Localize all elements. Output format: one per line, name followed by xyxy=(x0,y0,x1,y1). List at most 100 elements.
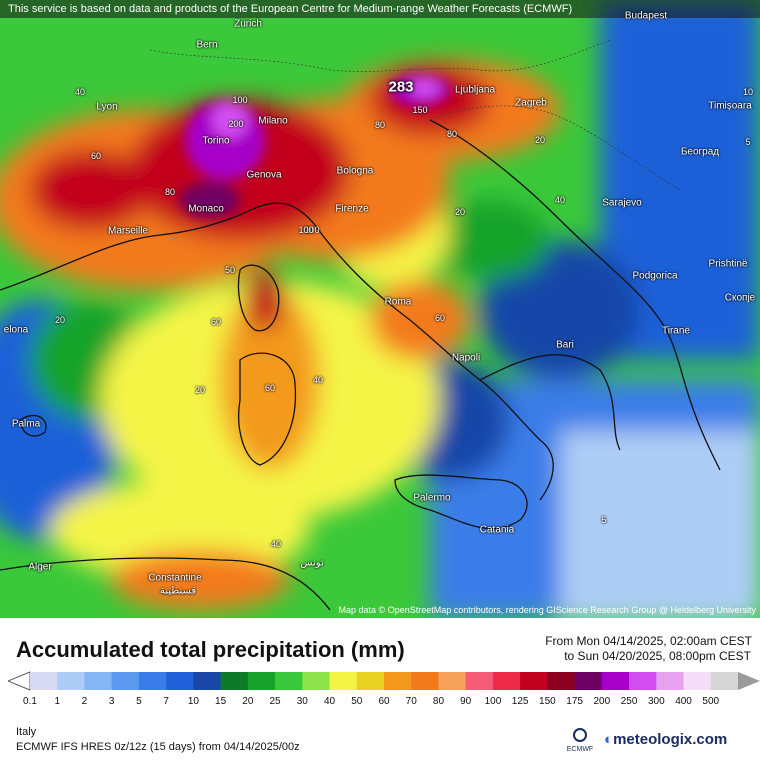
contour-value: 40 xyxy=(312,375,324,385)
model-info: ECMWF IFS HRES 0z/12z (15 days) from 04/… xyxy=(16,741,300,753)
color-scale-tick: 100 xyxy=(484,696,502,707)
contour-value: 100 xyxy=(232,95,248,105)
city-label: Budapest xyxy=(624,10,668,22)
city-label: Milano xyxy=(258,115,288,127)
color-scale-tick: 15 xyxy=(215,696,227,707)
city-label: Скопје xyxy=(724,292,756,304)
city-label: Bari xyxy=(556,339,574,351)
contour-value: 20 xyxy=(194,385,206,395)
color-scale-tick: 7 xyxy=(163,696,169,707)
city-label: تونس xyxy=(300,557,324,569)
contour-value: 150 xyxy=(412,105,428,115)
color-scale-swatch xyxy=(193,672,222,690)
city-label: Lyon xyxy=(96,101,118,113)
color-scale-tick: 90 xyxy=(460,696,472,707)
contour-value: 80 xyxy=(446,129,458,139)
color-scale-tick: 0.1 xyxy=(23,696,37,707)
color-scale-swatch xyxy=(438,672,467,690)
ecmwf-notice: This service is based on data and produc… xyxy=(0,0,760,18)
color-scale-tick: 30 xyxy=(296,696,308,707)
color-scale-swatch xyxy=(302,672,331,690)
color-scale-swatch xyxy=(492,672,521,690)
contour-value: 60 xyxy=(264,383,276,393)
city-label: Prishtinë xyxy=(708,258,748,270)
city-label: Timișoara xyxy=(708,100,752,112)
color-scale-tick: 150 xyxy=(539,696,556,707)
city-label: Sarajevo xyxy=(602,197,642,209)
color-scale-swatch xyxy=(411,672,439,690)
contour-value: 80 xyxy=(374,120,386,130)
city-label: Napoli xyxy=(451,352,481,364)
color-scale-swatch xyxy=(601,672,630,690)
color-scale-swatch xyxy=(465,672,494,690)
color-scale-max-arrow xyxy=(738,672,760,690)
city-label: Torino xyxy=(202,135,230,147)
color-scale-tick: 60 xyxy=(378,696,390,707)
contour-value: 80 xyxy=(164,187,176,197)
city-label: Podgorica xyxy=(632,270,678,282)
color-scale-swatch xyxy=(166,672,194,690)
city-label: Palermo xyxy=(413,492,451,504)
city-label: Zagreb xyxy=(515,97,547,109)
legend-title: Accumulated total precipitation (mm) xyxy=(16,637,405,662)
color-scale-swatch xyxy=(574,672,603,690)
color-scale-swatch xyxy=(138,672,167,690)
ecmwf-logo: ECMWF xyxy=(567,728,593,753)
color-scale-swatch xyxy=(30,672,58,690)
color-scale-tick: 5 xyxy=(136,696,142,707)
color-scale-tick: 50 xyxy=(351,696,363,707)
color-scale-bar xyxy=(8,671,760,691)
city-label: Tiranë xyxy=(662,325,690,337)
city-label: Constantine xyxy=(148,572,202,584)
color-scale-tick: 25 xyxy=(269,696,281,707)
color-scale-ticks: 0.1 1 2 3 5 7 10 15 20 25 30 40 50 60 70 80 90 100 125 150 1… xyxy=(0,696,760,712)
city-label: Roma xyxy=(384,296,412,308)
max-precip-label: 283 xyxy=(388,78,414,96)
color-scale-swatch xyxy=(275,672,303,690)
color-scale-swatch xyxy=(111,672,140,690)
contour-value: 60 xyxy=(210,317,222,327)
color-scale-swatch xyxy=(356,672,385,690)
color-scale-tick: 175 xyxy=(566,696,583,707)
color-scale-tick: 70 xyxy=(405,696,417,707)
color-scale-tick: 400 xyxy=(675,696,692,707)
contour-value: 40 xyxy=(74,87,86,97)
city-label: Bologna xyxy=(336,165,374,177)
contour-value: 40 xyxy=(554,195,566,205)
color-scale-tick: 2 xyxy=(81,696,88,707)
color-scale-tick: 40 xyxy=(323,696,336,707)
contour-value: 5 xyxy=(745,137,751,147)
color-scale-swatch xyxy=(384,672,412,690)
color-scale-min-arrow xyxy=(8,671,31,691)
contour-value: 20 xyxy=(454,207,466,217)
city-label: Catania xyxy=(479,524,515,536)
map-credits[interactable]: Map data © OpenStreetMap contributors, r… xyxy=(338,605,756,615)
contour-value: 100 xyxy=(298,225,314,235)
contour-value: 50 xyxy=(224,265,236,275)
meteologix-icon: ◐ xyxy=(604,731,614,748)
color-scale-swatch xyxy=(57,672,85,690)
period-from: From Mon 04/14/2025, 02:00am CEST xyxy=(545,634,752,648)
svg-text:ECMWF: ECMWF xyxy=(567,746,593,753)
color-scale-tick: 250 xyxy=(620,696,638,707)
contour-value: 60 xyxy=(90,151,102,161)
color-scale-tick: 125 xyxy=(511,696,529,707)
color-scale-tick: 10 xyxy=(187,696,199,707)
city-label: Firenze xyxy=(335,203,369,215)
color-scale-tick: 200 xyxy=(593,696,611,707)
color-scale-tick: 1 xyxy=(54,696,60,707)
color-scale-swatch xyxy=(329,672,358,690)
meteologix-logo[interactable]: ◐meteologix.com xyxy=(604,731,728,748)
color-scale-swatch xyxy=(520,672,548,690)
color-scale-tick: 20 xyxy=(242,696,254,707)
color-scale-tick: 80 xyxy=(432,696,445,707)
contour-value: 20 xyxy=(534,135,546,145)
city-label: Genova xyxy=(246,169,282,181)
precipitation-map[interactable]: This service is based on data and produc… xyxy=(0,0,760,618)
color-scale-tick: 500 xyxy=(702,696,720,707)
city-label: Marseille xyxy=(107,225,149,237)
contour-value: 100 xyxy=(304,225,320,235)
contour-value: 60 xyxy=(434,313,446,323)
city-label: Palma xyxy=(11,418,41,430)
forecast-period: From Mon 04/14/2025, 02:00am CEST to Sun… xyxy=(545,634,752,664)
